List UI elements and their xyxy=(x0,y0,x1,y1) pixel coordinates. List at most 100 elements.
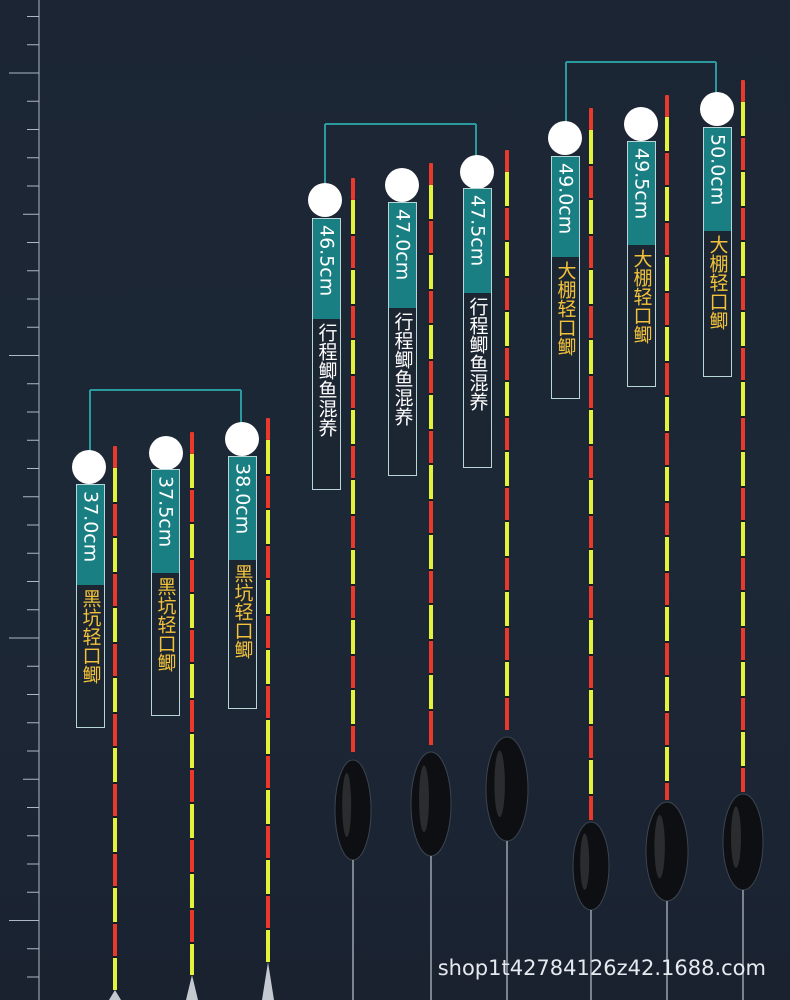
float-usage-name: 行程鲫鱼混养 xyxy=(464,293,491,467)
float-tip xyxy=(351,178,355,200)
float-stripe xyxy=(113,818,117,854)
float-band xyxy=(113,746,117,748)
float-stripe xyxy=(505,312,509,348)
float-stripe xyxy=(266,686,270,720)
float-band xyxy=(589,688,593,690)
float-band xyxy=(190,488,194,490)
float-band xyxy=(113,572,117,574)
float-band xyxy=(589,198,593,200)
float-band xyxy=(665,745,669,747)
float-stripe xyxy=(113,608,117,644)
float-band xyxy=(113,922,117,924)
float-band xyxy=(351,374,355,376)
float-stripe xyxy=(665,503,669,537)
float-stripe xyxy=(505,242,509,278)
float-stripe xyxy=(266,650,270,686)
float-stripe xyxy=(113,748,117,784)
float-band xyxy=(266,614,270,616)
float-stripe xyxy=(665,397,669,433)
float-stripe xyxy=(741,208,745,242)
float-stripe xyxy=(741,732,745,768)
float-stripe xyxy=(351,550,355,586)
float-stripe xyxy=(351,236,355,270)
float-band xyxy=(741,240,745,242)
float-band xyxy=(190,698,194,700)
float-stripe xyxy=(351,516,355,550)
float-stripe xyxy=(665,363,669,397)
float-stripe xyxy=(429,465,433,501)
float-usage-name: 行程鲫鱼混养 xyxy=(313,319,340,489)
float-band xyxy=(351,268,355,270)
float-band xyxy=(665,465,669,467)
float-stripe xyxy=(351,726,355,752)
float-stripe xyxy=(665,257,669,293)
float-stripe xyxy=(665,713,669,747)
float-band xyxy=(741,416,745,418)
float-stripe xyxy=(190,770,194,804)
float-stripe xyxy=(589,726,593,760)
float-band xyxy=(351,688,355,690)
index-badge xyxy=(72,450,106,484)
float-stripe xyxy=(266,756,270,790)
float-stripe xyxy=(665,467,669,503)
float-band xyxy=(589,234,593,236)
float-stripe xyxy=(741,628,745,662)
float-band xyxy=(429,393,433,395)
float-stripe xyxy=(665,187,669,223)
float-band xyxy=(429,289,433,291)
float-band xyxy=(741,766,745,768)
float-stripe xyxy=(665,607,669,643)
float-stripe xyxy=(589,690,593,726)
float-body-sheen xyxy=(342,773,352,837)
float-band xyxy=(266,648,270,650)
float-body xyxy=(334,759,372,861)
float-band xyxy=(351,338,355,340)
float-stripe xyxy=(429,185,433,221)
float-band xyxy=(589,618,593,620)
float-spec-tag: 49.5cm 大棚轻口鲫 xyxy=(627,141,656,387)
float-band xyxy=(266,578,270,580)
float-stripe xyxy=(589,236,593,270)
float-band xyxy=(429,253,433,255)
float-body xyxy=(485,736,529,842)
float-band xyxy=(505,590,509,592)
float-band xyxy=(589,758,593,760)
float-usage-name: 大棚轻口鲫 xyxy=(552,257,579,398)
float-stripe xyxy=(741,488,745,522)
float-stripe xyxy=(113,784,117,818)
float-usage-name: 黑坑轻口鲫 xyxy=(152,573,179,715)
float-band xyxy=(589,268,593,270)
float-stripe xyxy=(351,410,355,446)
float-usage-name: 大棚轻口鲫 xyxy=(628,245,655,386)
float-stripe xyxy=(741,558,745,592)
float-band xyxy=(741,520,745,522)
float-band xyxy=(266,858,270,860)
float-band xyxy=(741,730,745,732)
float-band xyxy=(589,548,593,550)
index-badge xyxy=(460,155,494,189)
float-stripe xyxy=(505,662,509,698)
float-band xyxy=(113,712,117,714)
float-stripe xyxy=(589,306,593,340)
float-body xyxy=(410,751,452,857)
float-stripe xyxy=(741,138,745,172)
float-band xyxy=(429,709,433,711)
float-stripe xyxy=(429,571,433,605)
float-length: 47.0cm xyxy=(389,203,416,308)
float-length: 49.0cm xyxy=(552,157,579,257)
float-band xyxy=(429,533,433,535)
float-stripe xyxy=(113,504,117,538)
float-band xyxy=(665,395,669,397)
float-band xyxy=(505,346,509,348)
float-band xyxy=(505,626,509,628)
float-stripe xyxy=(589,446,593,480)
float-band xyxy=(589,444,593,446)
float-band xyxy=(190,838,194,840)
float-stripe xyxy=(190,664,194,700)
index-badge xyxy=(624,107,658,141)
float-stripe xyxy=(266,826,270,860)
float-band xyxy=(351,618,355,620)
index-badge xyxy=(385,168,419,202)
float-band xyxy=(589,304,593,306)
